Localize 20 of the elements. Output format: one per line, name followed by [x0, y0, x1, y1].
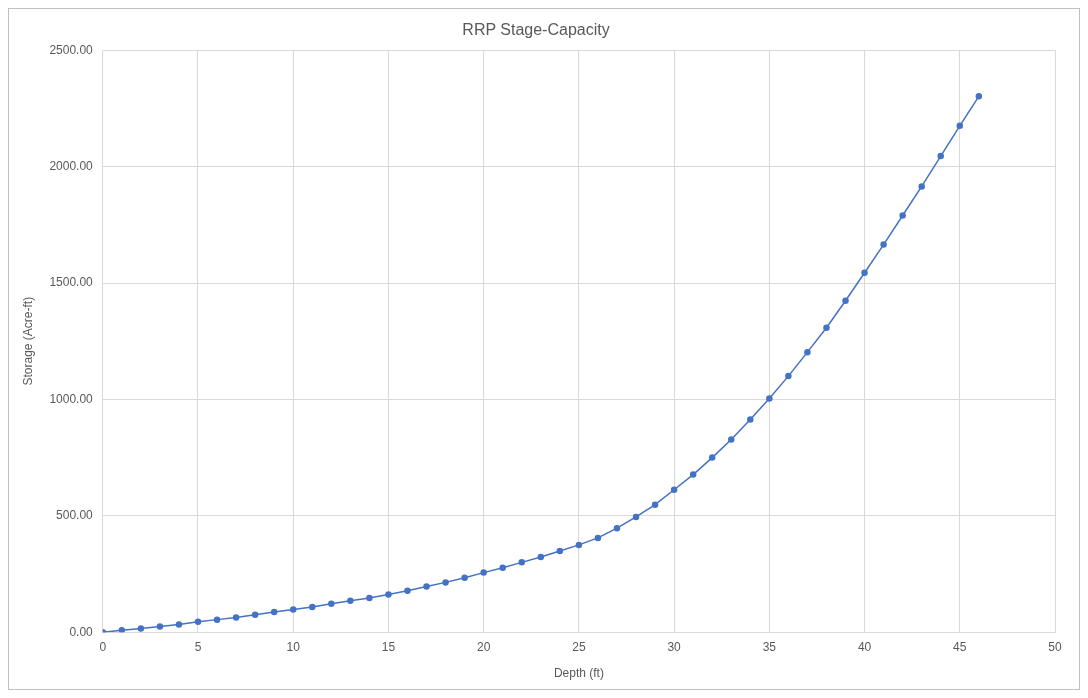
x-tick-label: 30: [667, 639, 682, 654]
x-tick-label: 50: [1048, 639, 1062, 654]
y-tick-label: 1000.00: [49, 391, 94, 406]
x-tick-label: 0: [99, 639, 107, 654]
x-tick-label: 35: [762, 639, 777, 654]
chart-title: RRP Stage-Capacity: [462, 21, 610, 39]
x-tick-label: 5: [194, 639, 202, 654]
y-axis-title: Storage (Acre-ft): [20, 296, 35, 386]
x-tick-label: 45: [953, 639, 967, 654]
y-tick-label: 1500.00: [49, 275, 94, 290]
x-tick-label: 25: [572, 639, 586, 654]
y-tick-label: 2500.00: [49, 42, 94, 57]
x-axis-title: Depth (ft): [553, 666, 604, 681]
y-tick-label: 2000.00: [49, 158, 94, 173]
y-tick-label: 500.00: [56, 508, 94, 523]
y-tick-label: 0.00: [69, 624, 94, 639]
x-tick-label: 10: [286, 639, 301, 654]
x-tick-label: 20: [476, 639, 491, 654]
x-tick-label: 15: [381, 639, 396, 654]
x-tick-label: 40: [857, 639, 872, 654]
